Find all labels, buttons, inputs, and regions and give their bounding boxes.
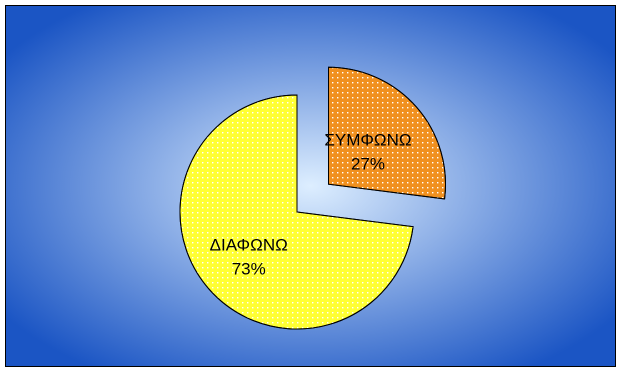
slice-1-texture — [328, 66, 446, 200]
chart-area: ΣΥΜΦΩΝΩ 27% ΔΙΑΦΩΝΩ 73% — [5, 5, 616, 367]
pie-chart: ΣΥΜΦΩΝΩ 27% ΔΙΑΦΩΝΩ 73% — [6, 6, 615, 366]
slice-2-texture — [179, 94, 414, 330]
slice-1-name-label: ΣΥΜΦΩΝΩ — [324, 130, 411, 149]
slice-2-value-label: 73% — [232, 260, 266, 279]
slice-2-name-label: ΔΙΑΦΩΝΩ — [210, 236, 288, 255]
slice-1-value-label: 27% — [351, 154, 385, 173]
